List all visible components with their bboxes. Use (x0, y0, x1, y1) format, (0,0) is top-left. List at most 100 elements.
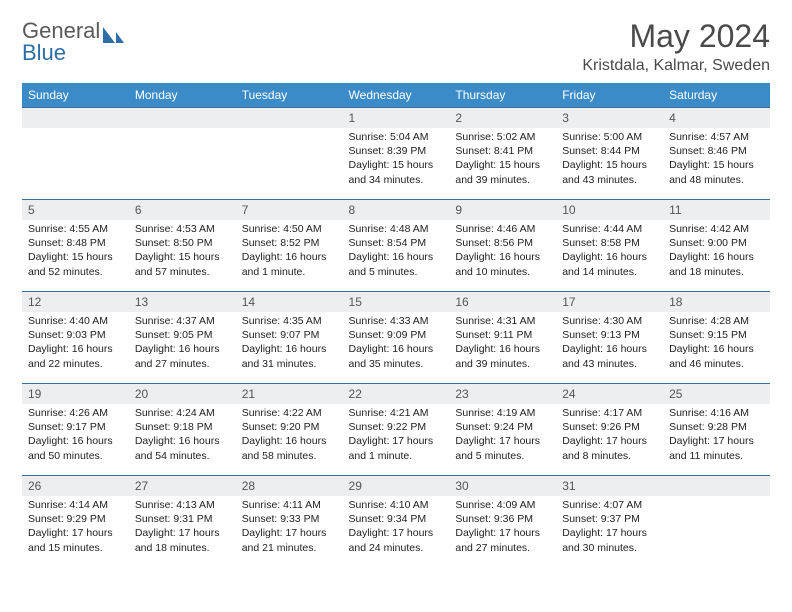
day-number-empty (129, 108, 236, 128)
calendar-day-cell: 22Sunrise: 4:21 AMSunset: 9:22 PMDayligh… (343, 384, 450, 476)
weekday-header: Thursday (449, 83, 556, 108)
calendar-week-row: 26Sunrise: 4:14 AMSunset: 9:29 PMDayligh… (22, 476, 770, 568)
day-number: 29 (343, 476, 450, 496)
day-details: Sunrise: 5:02 AMSunset: 8:41 PMDaylight:… (449, 128, 556, 191)
calendar-day-cell: 8Sunrise: 4:48 AMSunset: 8:54 PMDaylight… (343, 200, 450, 292)
calendar-day-cell: 7Sunrise: 4:50 AMSunset: 8:52 PMDaylight… (236, 200, 343, 292)
day-number: 18 (663, 292, 770, 312)
day-number: 2 (449, 108, 556, 128)
day-number: 23 (449, 384, 556, 404)
location-text: Kristdala, Kalmar, Sweden (582, 57, 770, 75)
day-details: Sunrise: 4:50 AMSunset: 8:52 PMDaylight:… (236, 220, 343, 283)
day-details: Sunrise: 4:37 AMSunset: 9:05 PMDaylight:… (129, 312, 236, 375)
title-block: May 2024 Kristdala, Kalmar, Sweden (582, 18, 770, 75)
calendar-day-cell: 10Sunrise: 4:44 AMSunset: 8:58 PMDayligh… (556, 200, 663, 292)
day-number: 21 (236, 384, 343, 404)
day-number: 8 (343, 200, 450, 220)
calendar-week-row: 5Sunrise: 4:55 AMSunset: 8:48 PMDaylight… (22, 200, 770, 292)
day-number: 15 (343, 292, 450, 312)
day-number-empty (22, 108, 129, 128)
day-number: 10 (556, 200, 663, 220)
calendar-day-cell: 9Sunrise: 4:46 AMSunset: 8:56 PMDaylight… (449, 200, 556, 292)
day-number: 20 (129, 384, 236, 404)
day-number: 9 (449, 200, 556, 220)
calendar-week-row: 19Sunrise: 4:26 AMSunset: 9:17 PMDayligh… (22, 384, 770, 476)
weekday-header: Tuesday (236, 83, 343, 108)
calendar-week-row: 12Sunrise: 4:40 AMSunset: 9:03 PMDayligh… (22, 292, 770, 384)
calendar-day-cell: 26Sunrise: 4:14 AMSunset: 9:29 PMDayligh… (22, 476, 129, 568)
calendar-day-cell (663, 476, 770, 568)
calendar-day-cell: 4Sunrise: 4:57 AMSunset: 8:46 PMDaylight… (663, 108, 770, 200)
day-number: 4 (663, 108, 770, 128)
weekday-header: Monday (129, 83, 236, 108)
day-number: 26 (22, 476, 129, 496)
calendar-day-cell: 23Sunrise: 4:19 AMSunset: 9:24 PMDayligh… (449, 384, 556, 476)
calendar-day-cell: 20Sunrise: 4:24 AMSunset: 9:18 PMDayligh… (129, 384, 236, 476)
weekday-header-row: SundayMondayTuesdayWednesdayThursdayFrid… (22, 83, 770, 108)
calendar-day-cell: 30Sunrise: 4:09 AMSunset: 9:36 PMDayligh… (449, 476, 556, 568)
day-number: 12 (22, 292, 129, 312)
logo-text-blue: Blue (22, 40, 126, 66)
day-number: 11 (663, 200, 770, 220)
day-details: Sunrise: 4:42 AMSunset: 9:00 PMDaylight:… (663, 220, 770, 283)
day-number: 19 (22, 384, 129, 404)
calendar-day-cell: 13Sunrise: 4:37 AMSunset: 9:05 PMDayligh… (129, 292, 236, 384)
day-details: Sunrise: 5:00 AMSunset: 8:44 PMDaylight:… (556, 128, 663, 191)
day-details: Sunrise: 4:13 AMSunset: 9:31 PMDaylight:… (129, 496, 236, 559)
day-number: 16 (449, 292, 556, 312)
day-details: Sunrise: 5:04 AMSunset: 8:39 PMDaylight:… (343, 128, 450, 191)
calendar-day-cell: 21Sunrise: 4:22 AMSunset: 9:20 PMDayligh… (236, 384, 343, 476)
month-title: May 2024 (582, 18, 770, 55)
day-details: Sunrise: 4:21 AMSunset: 9:22 PMDaylight:… (343, 404, 450, 467)
calendar-day-cell: 16Sunrise: 4:31 AMSunset: 9:11 PMDayligh… (449, 292, 556, 384)
day-number: 17 (556, 292, 663, 312)
day-details: Sunrise: 4:40 AMSunset: 9:03 PMDaylight:… (22, 312, 129, 375)
day-number: 27 (129, 476, 236, 496)
day-number: 6 (129, 200, 236, 220)
day-details: Sunrise: 4:09 AMSunset: 9:36 PMDaylight:… (449, 496, 556, 559)
calendar-day-cell (236, 108, 343, 200)
day-details: Sunrise: 4:22 AMSunset: 9:20 PMDaylight:… (236, 404, 343, 467)
day-number-empty (236, 108, 343, 128)
day-details: Sunrise: 4:53 AMSunset: 8:50 PMDaylight:… (129, 220, 236, 283)
day-details: Sunrise: 4:48 AMSunset: 8:54 PMDaylight:… (343, 220, 450, 283)
day-details: Sunrise: 4:55 AMSunset: 8:48 PMDaylight:… (22, 220, 129, 283)
calendar-day-cell: 27Sunrise: 4:13 AMSunset: 9:31 PMDayligh… (129, 476, 236, 568)
calendar-day-cell (22, 108, 129, 200)
day-number: 14 (236, 292, 343, 312)
day-number: 13 (129, 292, 236, 312)
calendar-day-cell: 18Sunrise: 4:28 AMSunset: 9:15 PMDayligh… (663, 292, 770, 384)
day-details: Sunrise: 4:33 AMSunset: 9:09 PMDaylight:… (343, 312, 450, 375)
calendar-day-cell: 24Sunrise: 4:17 AMSunset: 9:26 PMDayligh… (556, 384, 663, 476)
day-details: Sunrise: 4:14 AMSunset: 9:29 PMDaylight:… (22, 496, 129, 559)
day-details: Sunrise: 4:28 AMSunset: 9:15 PMDaylight:… (663, 312, 770, 375)
calendar-day-cell: 14Sunrise: 4:35 AMSunset: 9:07 PMDayligh… (236, 292, 343, 384)
day-details: Sunrise: 4:19 AMSunset: 9:24 PMDaylight:… (449, 404, 556, 467)
calendar-day-cell: 11Sunrise: 4:42 AMSunset: 9:00 PMDayligh… (663, 200, 770, 292)
day-details: Sunrise: 4:35 AMSunset: 9:07 PMDaylight:… (236, 312, 343, 375)
day-number-empty (663, 476, 770, 496)
calendar-day-cell: 1Sunrise: 5:04 AMSunset: 8:39 PMDaylight… (343, 108, 450, 200)
day-number: 28 (236, 476, 343, 496)
calendar-body: 1Sunrise: 5:04 AMSunset: 8:39 PMDaylight… (22, 108, 770, 568)
calendar-day-cell: 6Sunrise: 4:53 AMSunset: 8:50 PMDaylight… (129, 200, 236, 292)
weekday-header: Sunday (22, 83, 129, 108)
day-details: Sunrise: 4:10 AMSunset: 9:34 PMDaylight:… (343, 496, 450, 559)
weekday-header: Saturday (663, 83, 770, 108)
day-number: 25 (663, 384, 770, 404)
calendar-day-cell: 3Sunrise: 5:00 AMSunset: 8:44 PMDaylight… (556, 108, 663, 200)
weekday-header: Friday (556, 83, 663, 108)
day-number: 24 (556, 384, 663, 404)
day-details: Sunrise: 4:24 AMSunset: 9:18 PMDaylight:… (129, 404, 236, 467)
calendar-table: SundayMondayTuesdayWednesdayThursdayFrid… (22, 83, 770, 568)
day-number: 1 (343, 108, 450, 128)
calendar-day-cell: 29Sunrise: 4:10 AMSunset: 9:34 PMDayligh… (343, 476, 450, 568)
calendar-day-cell: 25Sunrise: 4:16 AMSunset: 9:28 PMDayligh… (663, 384, 770, 476)
calendar-day-cell: 5Sunrise: 4:55 AMSunset: 8:48 PMDaylight… (22, 200, 129, 292)
calendar-day-cell: 2Sunrise: 5:02 AMSunset: 8:41 PMDaylight… (449, 108, 556, 200)
calendar-day-cell: 17Sunrise: 4:30 AMSunset: 9:13 PMDayligh… (556, 292, 663, 384)
day-number: 31 (556, 476, 663, 496)
day-details: Sunrise: 4:17 AMSunset: 9:26 PMDaylight:… (556, 404, 663, 467)
calendar-day-cell: 15Sunrise: 4:33 AMSunset: 9:09 PMDayligh… (343, 292, 450, 384)
day-details: Sunrise: 4:31 AMSunset: 9:11 PMDaylight:… (449, 312, 556, 375)
